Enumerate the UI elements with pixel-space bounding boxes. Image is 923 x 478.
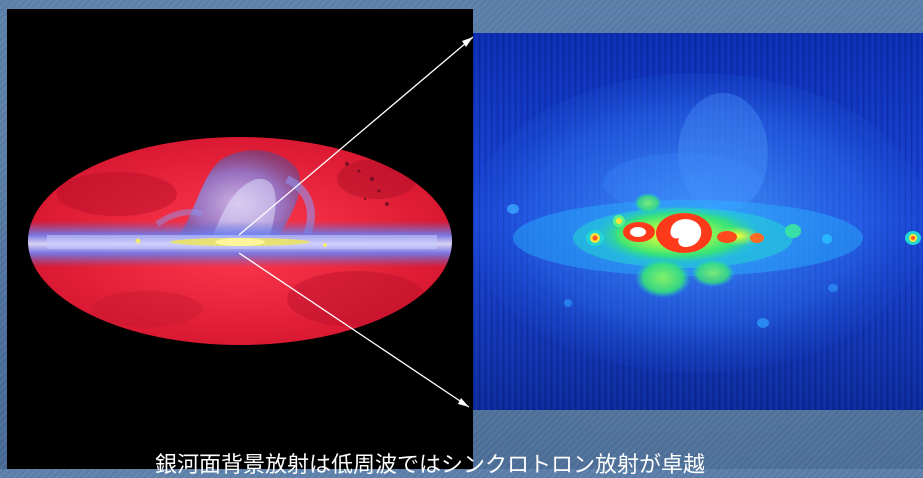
zoom-pointer-line-lower <box>238 252 470 408</box>
all-sky-map-image <box>28 36 473 408</box>
slide-caption: 銀河面背景放射は低周波ではシンクロトロン放射が卓越 <box>155 453 706 478</box>
arrowhead-upper-icon <box>462 37 473 47</box>
all-sky-map-panel <box>7 9 473 469</box>
zoom-pointer-line-upper <box>238 36 473 236</box>
zoomed-galactic-center-image <box>473 33 923 410</box>
zoomed-galactic-center-panel <box>473 33 923 410</box>
arrowhead-lower-icon <box>458 398 469 407</box>
